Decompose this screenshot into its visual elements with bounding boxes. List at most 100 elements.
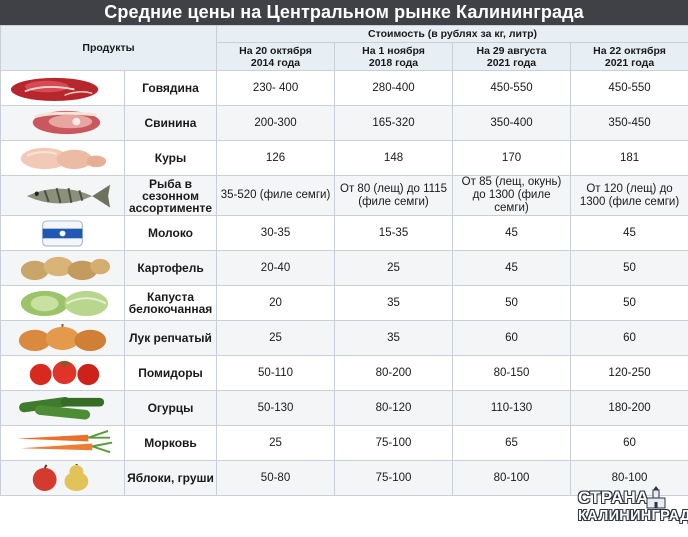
price-cell: 450-550 <box>570 70 688 106</box>
table-row: Картофель 20-40 25 45 50 <box>0 250 688 286</box>
price-cell: 110-130 <box>452 390 572 426</box>
date-header-1: На 20 октября 2014 года <box>216 42 336 71</box>
price-cell: 80-150 <box>452 355 572 391</box>
product-name: Куры <box>123 140 218 176</box>
cucumber-icon <box>5 394 120 422</box>
table-row: Рыба в сезонном ассортименте 35-520 (фил… <box>0 175 688 216</box>
product-image <box>0 250 125 286</box>
price-cell: 280-400 <box>334 70 454 106</box>
price-cell: 75-100 <box>334 460 454 496</box>
cabbage-icon <box>5 289 120 317</box>
fish-icon <box>5 179 120 212</box>
price-cell: 450-550 <box>452 70 572 106</box>
product-image <box>0 215 125 251</box>
price-cell: 25 <box>334 250 454 286</box>
product-image <box>0 390 125 426</box>
product-name: Яблоки, груши <box>123 460 218 496</box>
price-cell: От 120 (лещ) до 1300 (филе семги) <box>570 175 688 216</box>
brand-logo: СТРАНА КАЛИНИНГРАД <box>578 486 688 532</box>
table-row: Капуста белокочанная 20 35 50 50 <box>0 285 688 321</box>
price-cell: 126 <box>216 140 336 176</box>
price-cell: 181 <box>570 140 688 176</box>
price-cell: От 85 (лещ, окунь) до 1300 (филе семги) <box>452 175 572 216</box>
price-cell: 50-80 <box>216 460 336 496</box>
price-cell: 50 <box>570 250 688 286</box>
price-cell: 50-110 <box>216 355 336 391</box>
price-cell: 148 <box>334 140 454 176</box>
price-cell: 180-200 <box>570 390 688 426</box>
price-cell: 170 <box>452 140 572 176</box>
beef-icon <box>5 74 120 102</box>
milk-icon <box>5 219 120 247</box>
chicken-icon <box>5 144 120 172</box>
price-cell: 350-400 <box>452 105 572 141</box>
carrot-icon <box>5 429 120 457</box>
product-image <box>0 70 125 106</box>
price-cell: 165-320 <box>334 105 454 141</box>
date-header-4: На 22 октября 2021 года <box>570 42 688 71</box>
product-name: Лук репчатый <box>123 320 218 356</box>
product-image <box>0 105 125 141</box>
table-row: Помидоры 50-110 80-200 80-150 120-250 <box>0 355 688 391</box>
date-header-3: На 29 августа 2021 года <box>452 42 572 71</box>
page-title: Средние цены на Центральном рынке Калини… <box>0 0 688 25</box>
date-header-2: На 1 ноября 2018 года <box>334 42 454 71</box>
product-name: Морковь <box>123 425 218 461</box>
price-cell: 80-200 <box>334 355 454 391</box>
product-name: Огурцы <box>123 390 218 426</box>
product-image <box>0 285 125 321</box>
price-cell: 30-35 <box>216 215 336 251</box>
price-cell: 80-100 <box>452 460 572 496</box>
product-name: Помидоры <box>123 355 218 391</box>
price-cell: 25 <box>216 425 336 461</box>
table-row: Свинина 200-300 165-320 350-400 350-450 <box>0 105 688 141</box>
price-cell: 20-40 <box>216 250 336 286</box>
castle-icon <box>646 486 666 509</box>
product-image <box>0 425 125 461</box>
price-cell: 50 <box>570 285 688 321</box>
price-cell: 120-250 <box>570 355 688 391</box>
price-cell: 35 <box>334 285 454 321</box>
price-table: Продукты Стоимость (в рублях за кг, литр… <box>0 25 688 496</box>
price-cell: 60 <box>452 320 572 356</box>
price-cell: 65 <box>452 425 572 461</box>
tomato-icon <box>5 359 120 387</box>
price-cell: 80-100 <box>570 460 688 496</box>
price-cell: 45 <box>452 250 572 286</box>
product-image <box>0 460 125 496</box>
logo-line-1: СТРАНА <box>578 488 649 507</box>
price-cell: 75-100 <box>334 425 454 461</box>
price-cell: 15-35 <box>334 215 454 251</box>
product-image <box>0 320 125 356</box>
product-image <box>0 175 125 216</box>
products-header: Продукты <box>0 25 218 71</box>
product-name: Молоко <box>123 215 218 251</box>
table-row: Морковь 25 75-100 65 60 <box>0 425 688 461</box>
onion-icon <box>5 324 120 352</box>
price-cell: 35-520 (филе семги) <box>216 175 336 216</box>
table-row: Куры 126 148 170 181 <box>0 140 688 176</box>
price-cell: 350-450 <box>570 105 688 141</box>
table-row: Огурцы 50-130 80-120 110-130 180-200 <box>0 390 688 426</box>
product-image <box>0 140 125 176</box>
product-image <box>0 355 125 391</box>
potato-icon <box>5 254 120 282</box>
price-cell: 50 <box>452 285 572 321</box>
product-name: Свинина <box>123 105 218 141</box>
table-row: Молоко 30-35 15-35 45 45 <box>0 215 688 251</box>
price-cell: 50-130 <box>216 390 336 426</box>
product-name: Картофель <box>123 250 218 286</box>
table-row: Лук репчатый 25 35 60 60 <box>0 320 688 356</box>
table-row: Яблоки, груши 50-80 75-100 80-100 80-100 <box>0 460 688 496</box>
price-cell: 45 <box>452 215 572 251</box>
price-cell: 80-120 <box>334 390 454 426</box>
price-cell: 25 <box>216 320 336 356</box>
pork-icon <box>5 109 120 137</box>
price-cell: 60 <box>570 425 688 461</box>
price-cell: 230- 400 <box>216 70 336 106</box>
logo-line-2: КАЛИНИНГРАД <box>578 508 688 524</box>
price-cell: 200-300 <box>216 105 336 141</box>
product-name: Капуста белокочанная <box>123 285 218 321</box>
cost-header: Стоимость (в рублях за кг, литр) <box>216 25 688 43</box>
price-cell: 20 <box>216 285 336 321</box>
